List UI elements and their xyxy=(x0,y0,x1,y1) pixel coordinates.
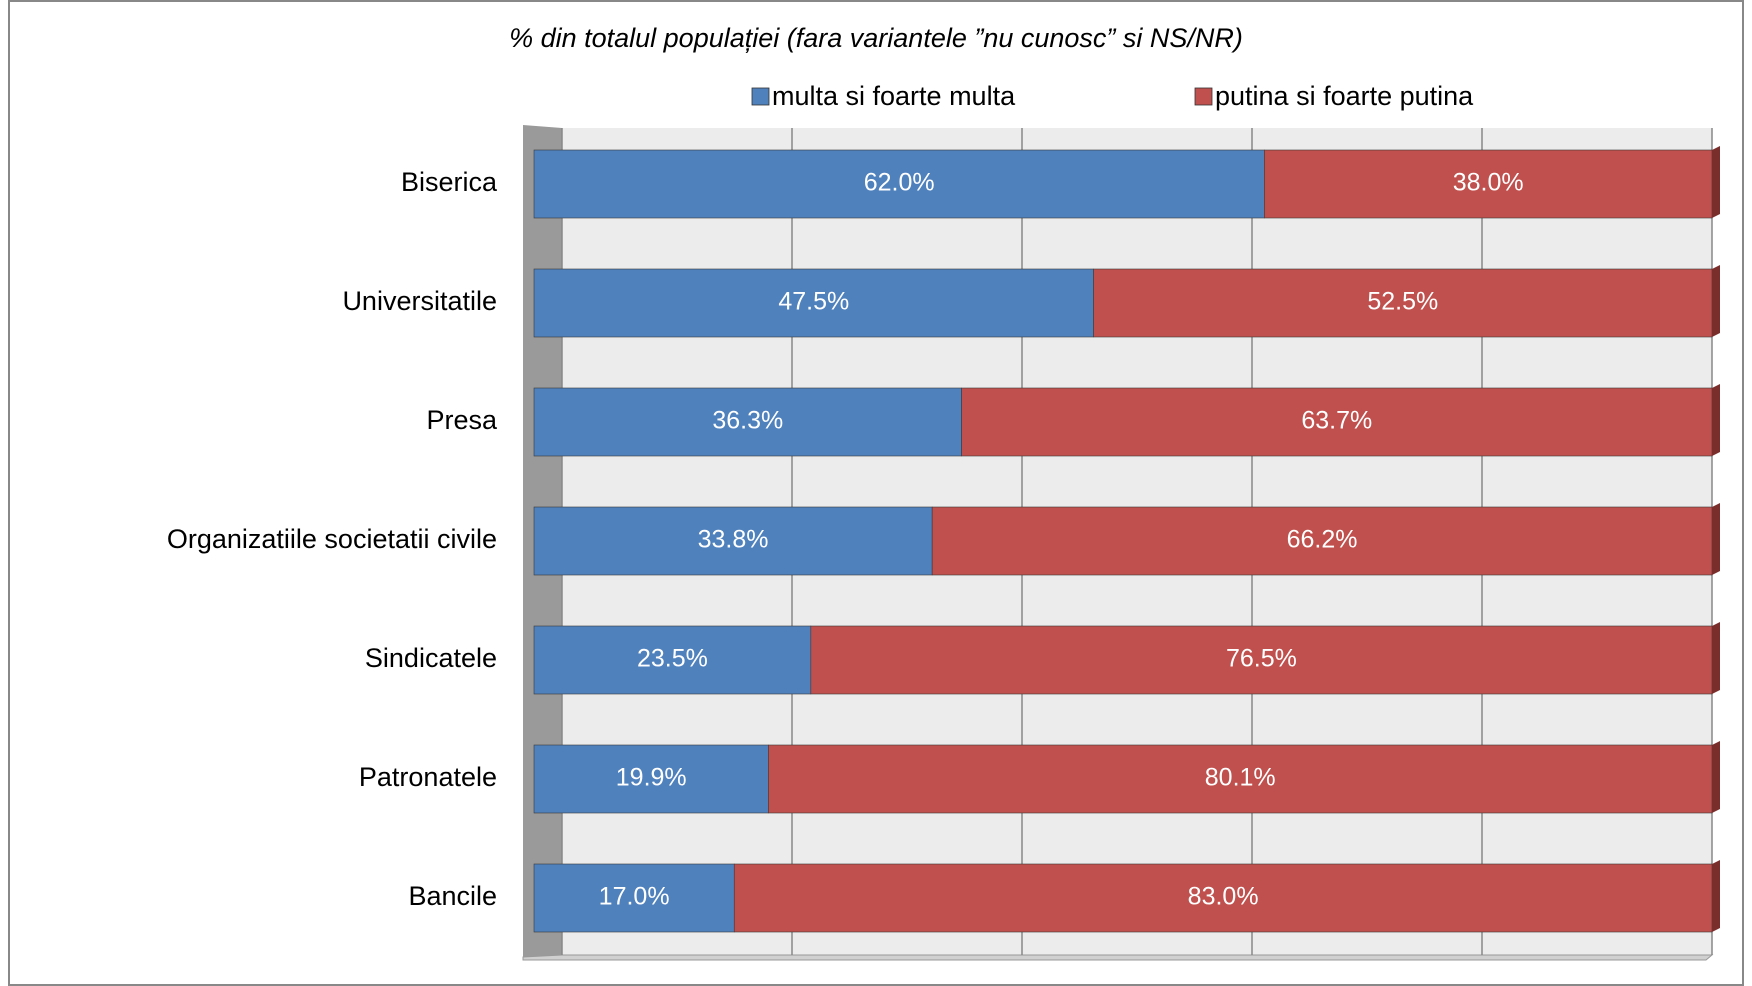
bar xyxy=(533,387,962,457)
bar xyxy=(533,863,735,933)
data-label: 83.0% xyxy=(1188,883,1259,911)
bar-end xyxy=(1712,741,1720,813)
bar xyxy=(533,149,1265,219)
chart-title: % din totalul populației (fara variantel… xyxy=(509,23,1243,53)
data-label: 76.5% xyxy=(1226,645,1297,673)
bar xyxy=(533,506,933,576)
data-label: 47.5% xyxy=(778,288,849,316)
data-label: 80.1% xyxy=(1205,764,1276,792)
bar-end xyxy=(1712,384,1720,456)
bar xyxy=(733,863,1713,933)
bar-end xyxy=(1712,860,1720,932)
bar-end xyxy=(1712,503,1720,575)
floor xyxy=(522,954,1714,961)
legend-label: multa si foarte multa xyxy=(772,81,1016,111)
data-label: 63.7% xyxy=(1301,407,1372,435)
data-label: 62.0% xyxy=(864,169,935,197)
y-tick-label: Universitatile xyxy=(342,286,497,316)
data-label: 17.0% xyxy=(599,883,670,911)
bar xyxy=(768,744,1713,814)
bar-end xyxy=(1712,622,1720,694)
y-tick-label: Patronatele xyxy=(359,762,497,792)
data-label: 19.9% xyxy=(616,764,687,792)
bar xyxy=(533,744,769,814)
data-label: 66.2% xyxy=(1287,526,1358,554)
bar-end xyxy=(1712,146,1720,218)
bar-end xyxy=(1712,265,1720,337)
y-tick-label: Presa xyxy=(426,405,498,435)
legend-label: putina si foarte putina xyxy=(1215,81,1474,111)
bar xyxy=(1264,149,1713,219)
data-label: 38.0% xyxy=(1453,169,1524,197)
data-label: 33.8% xyxy=(698,526,769,554)
bar xyxy=(1093,268,1713,338)
data-label: 52.5% xyxy=(1367,288,1438,316)
bar xyxy=(533,268,1094,338)
bar xyxy=(810,625,1713,695)
y-tick-label: Sindicatele xyxy=(365,643,497,673)
data-label: 23.5% xyxy=(637,645,708,673)
data-label: 36.3% xyxy=(712,407,783,435)
legend-swatch xyxy=(751,87,770,106)
y-tick-label: Biserica xyxy=(401,167,498,197)
y-tick-label: Bancile xyxy=(408,881,497,911)
bar xyxy=(931,506,1713,576)
bar xyxy=(533,625,812,695)
y-tick-label: Organizatiile societatii civile xyxy=(167,524,497,554)
legend-swatch xyxy=(1194,87,1213,106)
